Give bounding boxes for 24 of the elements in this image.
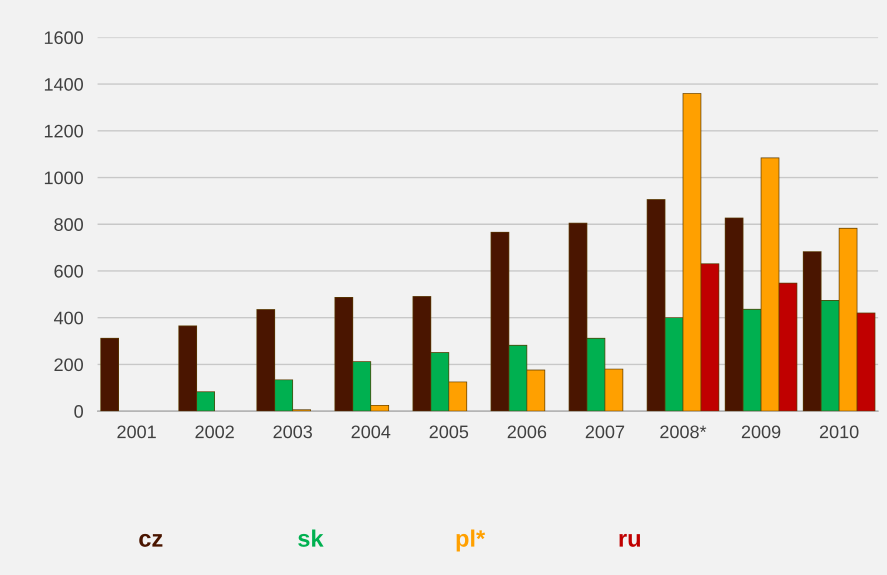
text: pl* (456, 529, 486, 552)
x-tick-label: 2002 (195, 425, 234, 438)
y-tick-label: 1000 (44, 171, 83, 184)
y-tick-label: 0 (74, 405, 83, 418)
x-tick-label: 2010 (820, 425, 858, 438)
x-tick-label: 2004 (352, 425, 390, 438)
y-tick-label: 600 (54, 264, 83, 278)
y-tick-label: 200 (54, 358, 83, 372)
x-tick-label: 2005 (430, 425, 468, 438)
text: cz (139, 534, 162, 547)
x-tick-label: 2006 (508, 425, 546, 438)
y-tick-label: 1600 (44, 31, 83, 44)
y-tick-label: 1400 (44, 78, 83, 91)
y-tick-label: 1200 (44, 124, 83, 138)
x-tick-label: 2003 (274, 425, 312, 438)
y-tick-label: 400 (54, 312, 83, 324)
y-tick-label: 800 (54, 218, 83, 231)
x-tick-label: 2008* (660, 425, 706, 438)
x-tick-label: 2009 (742, 425, 780, 438)
x-tick-label: 2007 (586, 425, 624, 438)
text: sk (298, 529, 324, 547)
text: ru (620, 534, 640, 547)
x-tick-label: 2001 (117, 425, 156, 438)
bar (100, 338, 119, 412)
